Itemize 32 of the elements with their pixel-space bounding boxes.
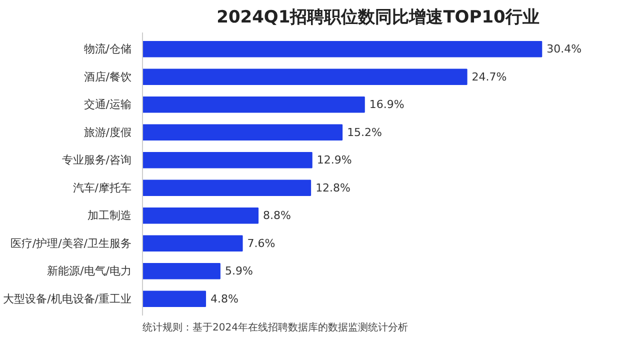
y-tick-label: 大型设备/机电设备/重工业 [3,292,132,306]
y-tick-label: 专业服务/咨询 [62,154,132,167]
data-label: 24.7% [472,70,507,84]
y-tick-label: 医疗/护理/美容/卫生服务 [10,236,132,250]
bar [142,96,365,113]
bar [142,290,206,307]
bar [142,68,468,86]
y-tick-label: 物流/仓储 [84,42,132,56]
data-label: 5.9% [224,264,253,278]
data-label: 8.8% [263,209,291,222]
text: 统计规则：基于2024年在线招聘数据库的数据监测统计分析 [142,322,408,334]
y-tick-label: 旅游/度假 [84,126,132,139]
data-label: 15.2% [347,126,382,139]
y-tick-label: 交通/运输 [84,98,132,112]
bar [142,124,343,141]
bar [142,180,312,196]
bar [142,41,542,58]
data-label: 12.9% [316,154,352,167]
bar [142,152,312,168]
data-label: 30.4% [546,42,582,56]
data-label: 16.9% [369,98,404,112]
bar [142,235,243,252]
chart-title: 2024Q1招聘职位数同比增速TOP10行业 [216,8,540,28]
y-tick-label: 酒店/餐饮 [84,70,132,84]
bar [142,207,259,224]
data-label: 7.6% [247,236,276,250]
y-tick-label: 新能源/电气/电力 [47,264,132,278]
data-label: 12.8% [316,181,351,194]
bar [142,262,220,280]
data-label: 4.8% [210,292,238,306]
y-tick-label: 汽车/摩托车 [72,181,132,194]
y-tick-label: 加工制造 [88,209,132,222]
